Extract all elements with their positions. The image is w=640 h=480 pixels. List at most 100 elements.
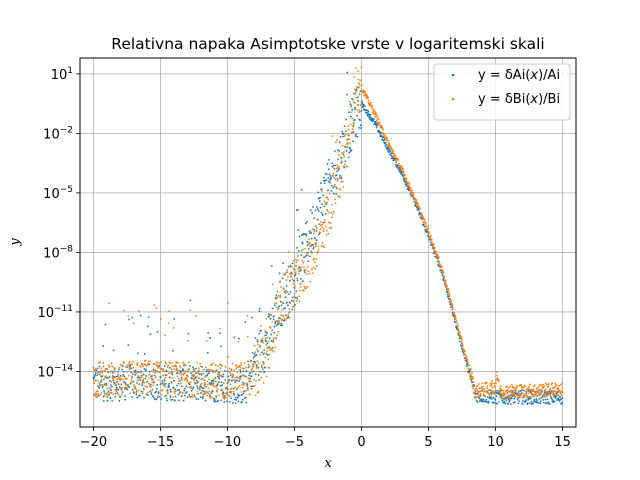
data-point — [421, 215, 424, 217]
data-point — [308, 238, 310, 241]
data-point — [289, 280, 291, 282]
data-point — [524, 385, 527, 387]
data-point — [318, 200, 321, 202]
data-point — [206, 383, 209, 386]
data-point — [259, 344, 261, 347]
data-point — [137, 379, 139, 382]
data-point — [164, 385, 167, 388]
data-point — [497, 378, 500, 381]
data-point — [451, 308, 454, 311]
data-point — [452, 306, 454, 309]
data-point — [543, 395, 546, 398]
data-point — [500, 388, 503, 391]
data-point — [313, 228, 316, 231]
data-point — [478, 397, 481, 400]
data-point — [217, 394, 220, 397]
data-point — [252, 370, 255, 373]
data-point — [459, 331, 461, 334]
data-point — [302, 261, 305, 264]
data-point — [278, 317, 281, 320]
data-point — [228, 394, 230, 397]
data-point — [223, 401, 226, 403]
data-point — [332, 172, 335, 175]
data-point — [284, 307, 287, 309]
data-point — [114, 395, 117, 398]
data-point — [370, 104, 373, 107]
data-point — [521, 388, 524, 391]
data-point — [560, 383, 562, 386]
data-point — [200, 372, 203, 375]
data-point — [152, 368, 155, 371]
data-point — [275, 319, 278, 322]
data-point — [512, 386, 515, 388]
data-point — [99, 361, 102, 364]
data-point — [401, 166, 403, 168]
data-point — [506, 391, 509, 394]
data-point — [475, 393, 478, 395]
data-point — [468, 372, 470, 374]
data-point — [141, 382, 144, 385]
legend-label-var: x — [529, 68, 538, 83]
data-point — [296, 296, 298, 299]
data-point — [331, 166, 334, 168]
data-point — [170, 368, 173, 371]
data-point — [234, 386, 237, 389]
data-point — [254, 394, 257, 397]
data-point — [327, 233, 330, 235]
data-point — [527, 395, 530, 398]
data-point — [153, 398, 156, 401]
data-point — [292, 283, 295, 285]
data-point — [345, 118, 348, 121]
data-point — [429, 241, 432, 243]
data-point — [153, 374, 156, 377]
data-point — [304, 271, 306, 274]
y-tick-base: 10 — [43, 246, 60, 261]
data-point — [255, 363, 258, 366]
data-point — [164, 361, 167, 364]
data-point — [147, 316, 150, 318]
data-point — [178, 399, 180, 402]
data-point — [350, 149, 353, 152]
data-point — [507, 402, 510, 405]
data-point — [271, 349, 274, 352]
data-point — [151, 388, 154, 391]
data-point — [119, 379, 122, 382]
data-point — [386, 139, 389, 142]
data-point — [477, 396, 480, 398]
data-point — [472, 387, 474, 390]
data-point — [530, 400, 533, 403]
data-point — [264, 356, 267, 359]
data-point — [261, 337, 264, 340]
data-point — [92, 379, 95, 382]
data-point — [183, 378, 186, 381]
data-point — [325, 173, 328, 176]
data-point — [278, 305, 281, 308]
data-point — [450, 299, 452, 302]
data-point — [207, 331, 210, 334]
data-point — [305, 254, 308, 256]
data-point — [441, 274, 444, 277]
data-point — [123, 309, 126, 312]
data-point — [121, 368, 123, 371]
data-point — [326, 163, 329, 165]
data-point — [519, 392, 521, 395]
data-point — [124, 383, 127, 386]
data-point — [210, 392, 213, 394]
data-point — [159, 376, 162, 379]
data-point — [184, 392, 187, 395]
data-point — [400, 167, 402, 170]
x-tick-label: 10 — [487, 435, 504, 450]
data-point — [343, 151, 345, 153]
data-point — [432, 245, 435, 248]
data-point — [292, 296, 294, 299]
data-point — [516, 385, 518, 388]
data-point — [342, 153, 345, 156]
data-point — [241, 398, 244, 401]
data-point — [172, 387, 175, 389]
data-point — [239, 371, 242, 374]
data-point — [141, 384, 143, 386]
data-point — [111, 376, 114, 379]
data-point — [155, 387, 158, 390]
data-point — [473, 385, 476, 388]
data-point — [470, 379, 473, 382]
